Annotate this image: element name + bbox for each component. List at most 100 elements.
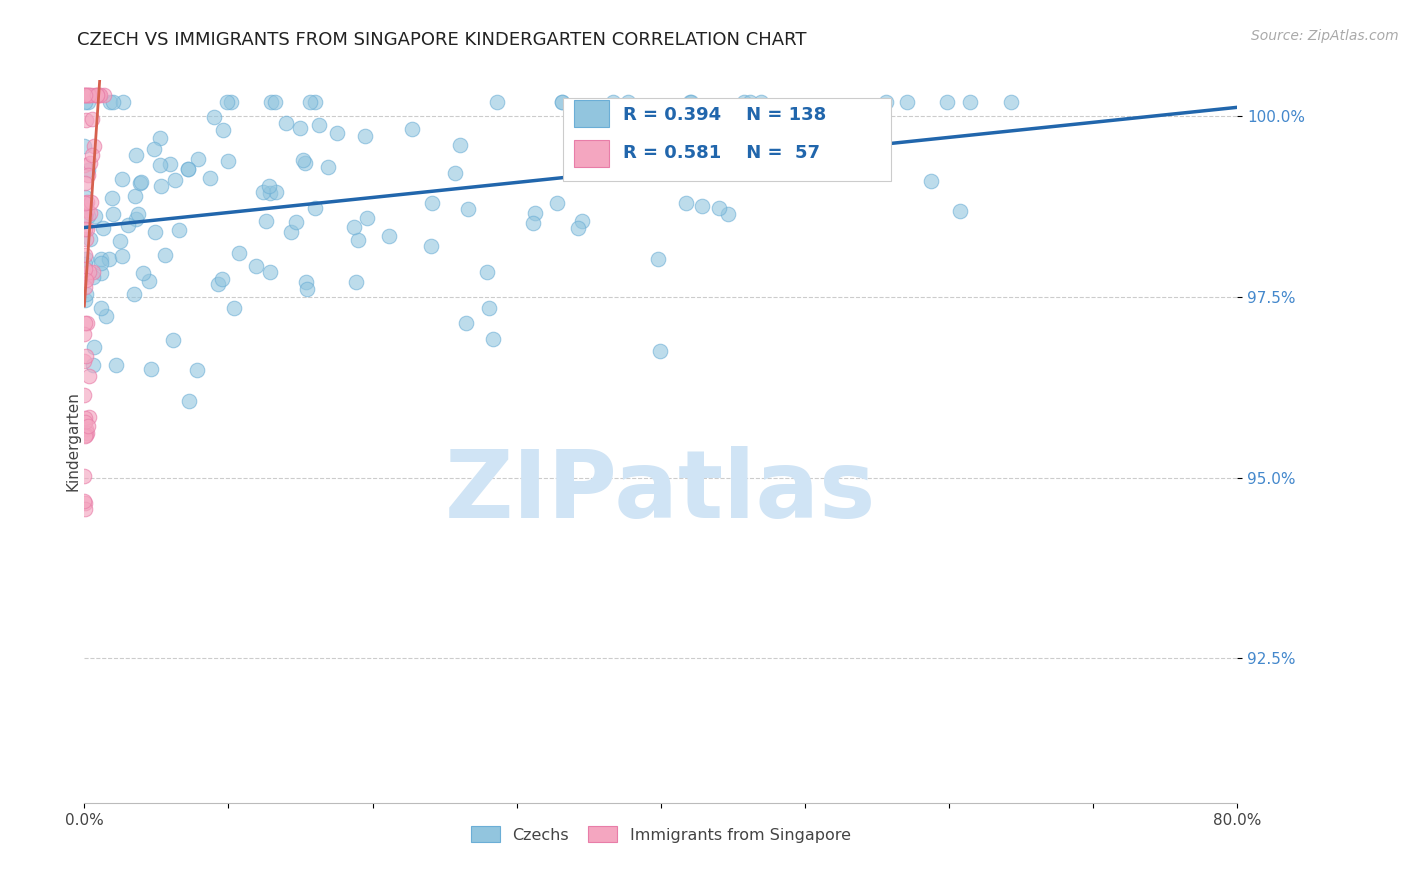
Point: [692, 198, 714, 212]
Point: [75, 273, 97, 287]
Point: [187, 152, 209, 166]
Point: [290, 120, 312, 135]
Point: [73, 493, 96, 508]
Point: [75, 349, 97, 363]
Point: [91, 221, 114, 235]
Point: [186, 363, 208, 377]
Point: [79, 156, 101, 170]
Point: [79, 369, 101, 384]
Point: [546, 196, 568, 211]
Point: [347, 233, 370, 247]
Point: [211, 122, 233, 136]
Point: [143, 225, 166, 239]
Point: [129, 175, 152, 189]
Point: [162, 333, 184, 347]
Point: [149, 131, 172, 145]
Point: [475, 265, 498, 279]
Point: [401, 122, 423, 136]
Point: [82, 269, 104, 284]
Point: [90, 256, 112, 270]
Point: [75, 428, 97, 442]
Point: [153, 248, 176, 262]
Point: [111, 249, 134, 263]
Point: [551, 95, 574, 109]
Point: [86, 87, 108, 102]
Point: [896, 95, 918, 109]
Point: [75, 269, 97, 284]
Point: [73, 501, 96, 516]
Point: [259, 186, 281, 201]
Point: [75, 232, 97, 246]
Point: [82, 358, 104, 372]
FancyBboxPatch shape: [562, 98, 891, 181]
Point: [299, 95, 322, 109]
Point: [252, 186, 274, 200]
Point: [75, 429, 97, 443]
Point: [110, 234, 132, 248]
Point: [228, 246, 250, 260]
Point: [76, 203, 98, 218]
Point: [648, 344, 671, 359]
Point: [202, 110, 225, 124]
Point: [83, 139, 105, 153]
Point: [101, 207, 124, 221]
Point: [127, 206, 149, 220]
Point: [75, 279, 97, 293]
Point: [73, 293, 96, 307]
Point: [73, 195, 96, 210]
Point: [75, 287, 97, 301]
Point: [167, 223, 190, 237]
Point: [76, 425, 98, 440]
Point: [73, 411, 96, 425]
Point: [75, 190, 97, 204]
Point: [101, 190, 124, 204]
Point: [90, 301, 112, 315]
Point: [177, 162, 200, 177]
Point: [304, 95, 326, 109]
Point: [77, 265, 100, 279]
Point: [276, 116, 298, 130]
Point: [73, 261, 96, 276]
Point: [318, 160, 340, 174]
Point: [75, 248, 97, 262]
Point: [77, 410, 100, 425]
Point: [308, 118, 330, 132]
Point: [326, 126, 349, 140]
Point: [675, 195, 697, 210]
Point: [550, 95, 572, 109]
Point: [571, 214, 593, 228]
Point: [159, 157, 181, 171]
Point: [482, 332, 505, 346]
Point: [738, 95, 761, 109]
Point: [280, 225, 302, 239]
Point: [450, 138, 472, 153]
Point: [177, 393, 200, 408]
Point: [131, 266, 153, 280]
Point: [304, 201, 326, 215]
Point: [266, 186, 288, 200]
Point: [219, 95, 242, 109]
Point: [959, 95, 981, 109]
FancyBboxPatch shape: [575, 100, 609, 128]
Point: [124, 189, 146, 203]
Point: [83, 87, 105, 102]
Point: [76, 87, 98, 102]
Point: [76, 316, 98, 330]
Point: [75, 113, 97, 128]
Point: [77, 95, 100, 109]
Text: R = 0.394    N = 138: R = 0.394 N = 138: [623, 105, 825, 124]
Point: [125, 211, 148, 226]
Point: [522, 216, 544, 230]
Point: [679, 95, 702, 109]
Point: [217, 153, 239, 168]
Point: [77, 209, 100, 223]
Point: [256, 214, 278, 228]
Point: [76, 194, 98, 209]
Point: [949, 204, 972, 219]
Point: [419, 239, 441, 253]
Point: [143, 142, 166, 156]
Point: [138, 274, 160, 288]
Point: [90, 266, 112, 280]
Point: [585, 121, 607, 136]
Point: [73, 496, 96, 510]
